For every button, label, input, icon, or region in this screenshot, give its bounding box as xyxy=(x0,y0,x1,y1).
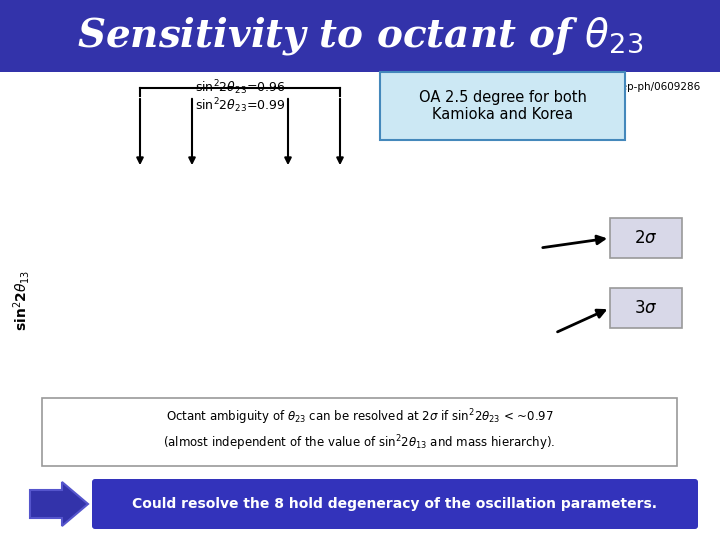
Text: 3$\sigma$: 3$\sigma$ xyxy=(634,299,658,317)
Polygon shape xyxy=(30,482,88,526)
Text: Sensitivity to octant of $\theta_{23}$: Sensitivity to octant of $\theta_{23}$ xyxy=(77,15,643,57)
FancyBboxPatch shape xyxy=(92,479,698,529)
Text: OA 2.5 degree for both
Kamioka and Korea: OA 2.5 degree for both Kamioka and Korea xyxy=(418,90,586,122)
Bar xyxy=(610,218,682,258)
Text: sin$^2$2$\theta_{23}$=0.96: sin$^2$2$\theta_{23}$=0.96 xyxy=(194,78,285,97)
Text: Octant ambiguity of $\theta_{23}$ can be resolved at 2$\sigma$ if sin$^2$2$\thet: Octant ambiguity of $\theta_{23}$ can be… xyxy=(163,407,556,453)
Text: sin$^2$2$\theta_{23}$=0.99: sin$^2$2$\theta_{23}$=0.99 xyxy=(195,96,285,114)
Bar xyxy=(42,398,677,466)
Text: hep-ph/0609286: hep-ph/0609286 xyxy=(613,82,700,92)
Bar xyxy=(380,72,625,140)
Text: 2$\sigma$: 2$\sigma$ xyxy=(634,229,658,247)
Text: Could resolve the 8 hold degeneracy of the oscillation parameters.: Could resolve the 8 hold degeneracy of t… xyxy=(132,497,657,511)
Bar xyxy=(0,0,720,72)
Text: sin$^2$2$\theta_{13}$: sin$^2$2$\theta_{13}$ xyxy=(12,269,32,330)
Bar xyxy=(610,288,682,328)
